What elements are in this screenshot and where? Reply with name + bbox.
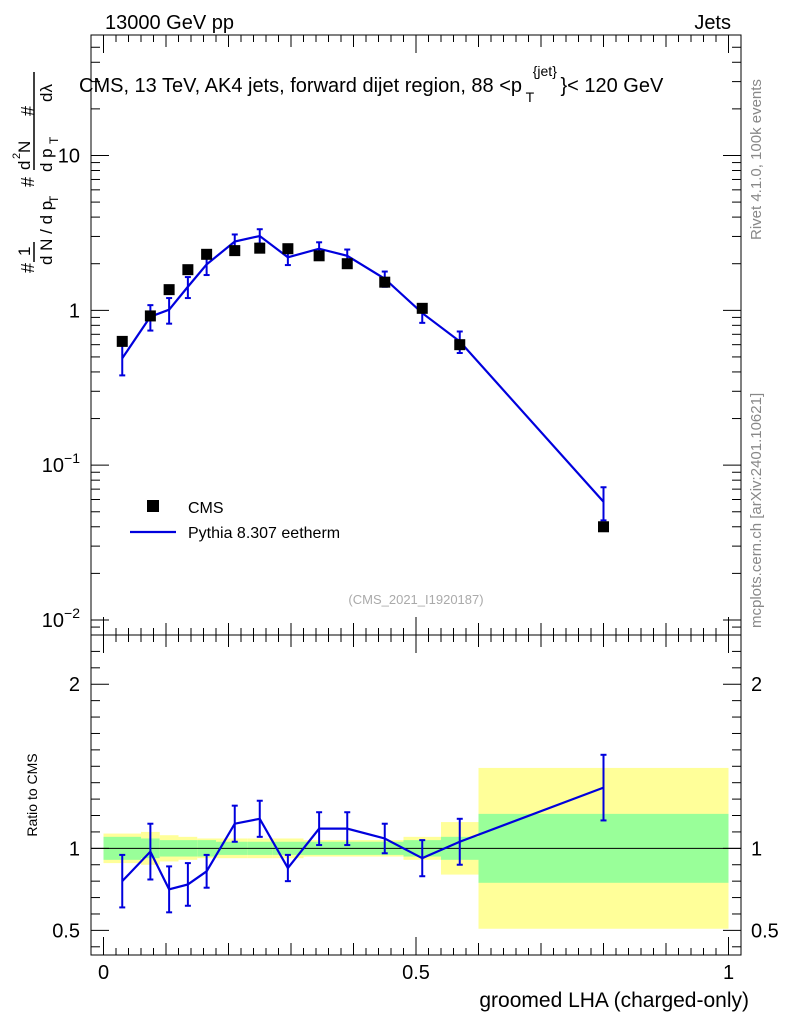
cms-data-point xyxy=(144,310,156,322)
main-y-tick-label-base: 10 xyxy=(42,610,64,632)
header-right: Jets xyxy=(694,12,731,34)
ylabel-numerator-n: N xyxy=(15,141,34,153)
x-tick-label: 0 xyxy=(98,962,109,984)
ylabel-denominator-2: d p xyxy=(37,148,56,172)
ratio-y-tick-label-left: 0.5 xyxy=(52,920,80,942)
x-tick-label: 0.5 xyxy=(402,962,430,984)
main-y-tick-label-exponent: −1 xyxy=(64,450,80,466)
cms-data-series xyxy=(116,242,609,533)
ylabel-hash-1: # xyxy=(18,263,38,273)
cms-data-point xyxy=(341,258,353,270)
cms-data-point xyxy=(598,521,609,533)
title-main: CMS, 13 TeV, AK4 jets, forward dijet reg… xyxy=(79,75,522,97)
legend-mc-label: Pythia 8.307 eetherm xyxy=(188,525,340,542)
cms-data-point xyxy=(379,276,391,288)
main-y-axis-label: # 1 d N / d p T # d 2 N d p T # dλ xyxy=(11,72,61,273)
main-y-tick-label-base: 10 xyxy=(42,455,64,477)
main-y-tick-label: 1 xyxy=(69,300,80,322)
ratio-mc-line xyxy=(121,786,604,891)
ratio-y-tick-label-right: 2 xyxy=(751,674,762,696)
main-plot-frame xyxy=(90,34,742,636)
cms-data-point xyxy=(416,302,428,314)
cms-data-point xyxy=(163,284,175,296)
ratio-y-tick-label-right: 1 xyxy=(751,838,762,860)
main-y-tick-label-exponent: −2 xyxy=(64,605,80,621)
cms-data-point xyxy=(182,264,194,276)
ylabel-lambda: dλ xyxy=(37,84,56,102)
cms-data-point xyxy=(454,339,466,351)
ratio-y-tick-label-left: 2 xyxy=(69,674,80,696)
analysis-watermark: (CMS_2021_I1920187) xyxy=(348,592,483,607)
x-axis-label: groomed LHA (charged-only) xyxy=(479,989,749,1012)
title-end: }< 120 GeV xyxy=(560,75,664,97)
legend-cms-marker xyxy=(147,500,159,512)
ylabel-hash-2: # xyxy=(18,177,38,187)
cms-data-point xyxy=(313,250,325,262)
side-text-mcplots: mcplots.cern.ch [arXiv:2401.10621] xyxy=(748,393,765,628)
ratio-y-axis-label: Ratio to CMS xyxy=(24,753,40,836)
cms-data-point xyxy=(201,248,213,260)
plot-title: CMS, 13 TeV, AK4 jets, forward dijet reg… xyxy=(79,59,664,107)
legend-cms-label: CMS xyxy=(188,500,224,517)
ylabel-sup-2: 2 xyxy=(11,153,23,159)
main-y-tick-label: 10 xyxy=(58,145,80,167)
cms-data-point xyxy=(282,243,294,255)
header-left: 13000 GeV pp xyxy=(105,12,234,34)
x-tick-label: 1 xyxy=(723,962,734,984)
side-text-rivet: Rivet 4.1.0, 100k events xyxy=(748,79,765,240)
ylabel-numerator-2: d xyxy=(15,161,34,170)
ylabel-sub-2: T xyxy=(47,136,61,144)
title-sub: T xyxy=(526,89,535,105)
ylabel-one: 1 xyxy=(15,247,34,256)
mc-line xyxy=(121,234,605,503)
cms-data-point xyxy=(254,242,266,254)
ylabel-sub-1: T xyxy=(47,195,61,203)
ylabel-hash-3: # xyxy=(18,106,38,116)
ylabel-denominator-1: d N / d p xyxy=(37,201,56,265)
main-y-tick-label: 10−2 xyxy=(42,605,80,632)
cms-data-point xyxy=(116,335,128,347)
ratio-y-tick-label-right: 0.5 xyxy=(751,920,779,942)
ratio-mc-series xyxy=(119,753,607,914)
main-y-tick-label: 10−1 xyxy=(42,450,80,477)
title-sup: {jet} xyxy=(533,63,557,79)
cms-data-point xyxy=(229,245,241,257)
ratio-y-tick-label-left: 1 xyxy=(69,838,80,860)
axis-ticks xyxy=(91,34,741,955)
